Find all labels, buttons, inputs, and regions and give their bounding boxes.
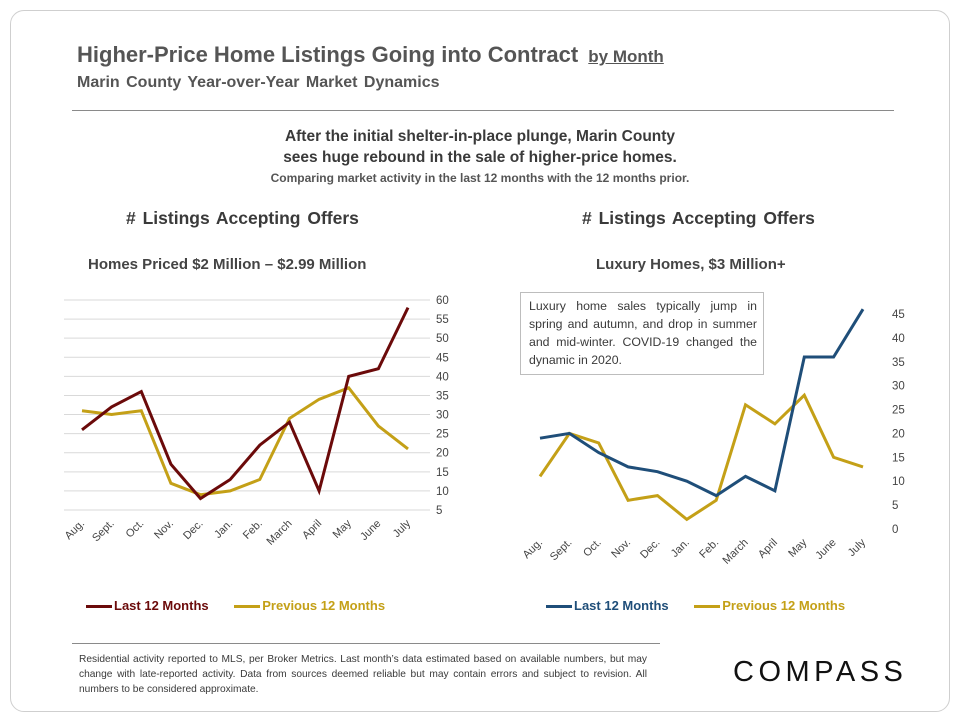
x-tick-label: Feb.: [241, 518, 265, 542]
x-tick-label: Dec.: [638, 537, 662, 561]
chart-2-plot: 0 5 10 15 20 25 30 35 40 45 Aug. Sept. Oct. Nov. Dec. J…: [521, 308, 905, 567]
x-tick-label: Sept.: [548, 537, 575, 564]
y-tick-label: 45: [892, 309, 905, 321]
x-tick-label: Aug.: [521, 537, 545, 561]
slide-frame: [10, 10, 950, 712]
series-line: [539, 308, 865, 498]
x-tick-label: Dec.: [181, 518, 205, 542]
y-tick-label: 15: [892, 452, 905, 464]
x-tick-label: May: [331, 517, 355, 541]
legend-item-last-12: Last 12 Months: [546, 598, 669, 613]
x-tick-label: May: [786, 536, 810, 560]
chart-2-legend: Last 12 Months Previous 12 Months: [546, 598, 867, 613]
header-divider: [72, 110, 894, 111]
x-tick-label: Nov.: [609, 537, 633, 561]
chart-2-subtitle: Luxury Homes, $3 Million+: [596, 256, 786, 273]
x-tick-label: Nov.: [152, 518, 176, 542]
x-tick-label: June: [813, 537, 838, 562]
x-tick-label: July: [391, 517, 414, 540]
y-tick-label: 10: [892, 476, 905, 488]
y-tick-label: 0: [892, 524, 898, 536]
y-tick-label: 20: [436, 448, 449, 460]
x-tick-label: July: [846, 536, 869, 559]
y-tick-label: 55: [436, 314, 449, 326]
title-suffix: by Month: [588, 47, 664, 66]
y-tick-label: 40: [436, 371, 449, 383]
page-title: Higher-Price Home Listings Going into Co…: [77, 42, 664, 68]
y-tick-label: 60: [436, 295, 449, 307]
x-tick-label: Oct.: [124, 518, 147, 541]
chart-1-plot: 5 10 15 20 25 30 35 40 45 50 55 60 Aug. Sept. Oct. Nov.…: [63, 295, 449, 548]
chart-1-legend: Last 12 Months Previous 12 Months: [86, 598, 407, 613]
intro-block: After the initial shelter-in-place plung…: [0, 126, 960, 188]
x-tick-label: Sept.: [90, 518, 117, 545]
legend-swatch: [694, 605, 721, 609]
legend-label: Previous 12 Months: [262, 598, 386, 613]
x-tick-label: April: [300, 518, 324, 542]
x-tick-label: Jan.: [212, 518, 235, 541]
series-line: [538, 392, 864, 522]
x-tick-label: March: [721, 537, 751, 567]
y-tick-label: 35: [436, 390, 449, 402]
y-tick-label: 20: [892, 428, 905, 440]
y-tick-label: 50: [436, 333, 449, 345]
y-tick-label: 5: [436, 505, 442, 517]
series-line: [81, 306, 410, 501]
footer-divider: [72, 643, 660, 644]
y-tick-label: 45: [436, 352, 449, 364]
intro-line-3: Comparing market activity in the last 12…: [270, 171, 690, 185]
legend-label: Last 12 Months: [574, 598, 669, 613]
chart-2-annotation: Luxury home sales typically jump in spri…: [520, 292, 764, 375]
x-tick-label: June: [358, 518, 383, 543]
intro-line-2: sees huge rebound in the sale of higher-…: [283, 149, 677, 166]
x-tick-label: Oct.: [581, 537, 604, 560]
series-line: [81, 385, 409, 497]
x-tick-label: Aug.: [63, 518, 87, 542]
legend-swatch: [86, 605, 112, 609]
compass-logo: COMPASS: [733, 656, 908, 688]
x-tick-label: March: [264, 518, 294, 548]
y-tick-label: 15: [436, 467, 449, 479]
y-tick-label: 10: [436, 486, 449, 498]
legend-swatch: [234, 605, 261, 609]
y-tick-label: 30: [892, 381, 905, 393]
x-tick-label: Feb.: [697, 537, 721, 561]
chart-1-subtitle: Homes Priced $2 Million – $2.99 Million: [88, 256, 367, 273]
y-tick-label: 35: [892, 357, 905, 369]
y-tick-label: 5: [892, 500, 898, 512]
page-subtitle: Marin County Year-over-Year Market Dynam…: [77, 74, 440, 91]
legend-item-previous-12: Previous 12 Months: [234, 598, 385, 613]
legend-swatch: [546, 605, 572, 609]
chart-1-title: # Listings Accepting Offers: [126, 208, 359, 228]
y-tick-label: 25: [892, 405, 905, 417]
chart-2-title: # Listings Accepting Offers: [582, 208, 815, 228]
legend-label: Last 12 Months: [114, 598, 209, 613]
y-tick-label: 40: [892, 333, 905, 345]
legend-item-last-12: Last 12 Months: [86, 598, 209, 613]
x-tick-label: April: [756, 537, 780, 561]
footer-disclaimer: Residential activity reported to MLS, pe…: [79, 654, 647, 695]
legend-item-previous-12: Previous 12 Months: [694, 598, 845, 613]
y-tick-label: 25: [436, 429, 449, 441]
title-main: Higher-Price Home Listings Going into Co…: [77, 42, 579, 67]
intro-line-1: After the initial shelter-in-place plung…: [284, 128, 676, 145]
y-tick-label: 30: [436, 410, 449, 422]
x-tick-label: Jan.: [669, 537, 692, 560]
legend-label: Previous 12 Months: [722, 598, 846, 613]
